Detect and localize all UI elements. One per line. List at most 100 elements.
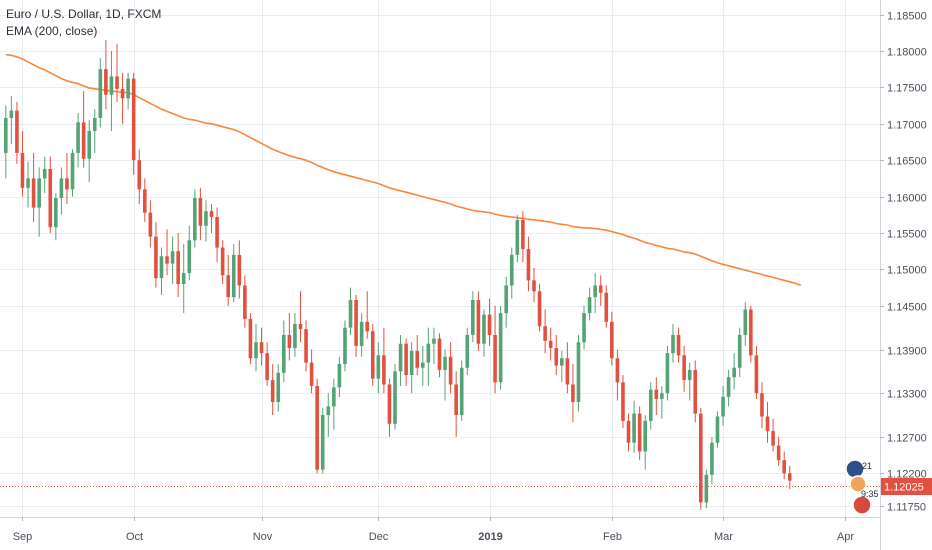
us-flag-event-icon[interactable] [852, 495, 872, 515]
candle-body [654, 389, 659, 400]
candle-body [343, 327, 347, 365]
candle-body [548, 340, 553, 349]
candle [554, 334, 559, 376]
candle [548, 327, 553, 361]
candle-body [65, 178, 69, 190]
candle-body [576, 342, 581, 402]
candle-body [209, 211, 214, 217]
candle-body [448, 356, 453, 385]
time-tick-label: Feb [603, 531, 622, 543]
economic-event-icon[interactable] [849, 475, 867, 493]
candle-body [760, 393, 764, 417]
candle-body [554, 348, 559, 366]
candle [699, 407, 703, 510]
indicator-title[interactable]: EMA (200, close) [6, 24, 98, 38]
candle [743, 302, 748, 346]
candle-body [282, 334, 286, 373]
candle-body [76, 122, 80, 153]
candle-body [626, 420, 631, 443]
candle-body [443, 356, 447, 370]
candle-body [326, 406, 331, 416]
candle [4, 105, 8, 179]
candle [654, 377, 659, 416]
candle [532, 267, 536, 303]
candle [660, 385, 664, 419]
candle [270, 364, 275, 416]
candle [176, 233, 180, 298]
candle-body [532, 280, 536, 292]
candle [537, 283, 542, 332]
candle [231, 243, 236, 303]
candle-body [632, 413, 636, 443]
candle-body [48, 168, 53, 228]
candle [337, 356, 342, 397]
candle-body [671, 334, 675, 354]
candle-body [26, 178, 30, 188]
candle-body [637, 413, 642, 452]
candle [254, 324, 258, 372]
candle [370, 324, 375, 386]
candle [42, 156, 47, 193]
candle-body [660, 393, 664, 400]
candle [393, 364, 397, 430]
candle [26, 161, 30, 208]
candle-body [471, 300, 475, 335]
candle [587, 287, 592, 321]
candle [59, 167, 64, 215]
price-tick-label: 1.14500 [887, 302, 927, 314]
candlestick-series [4, 40, 792, 510]
candle-body [4, 117, 8, 153]
candle [332, 378, 336, 430]
candle [204, 200, 208, 242]
candle-body [754, 355, 759, 394]
candle-body [304, 329, 308, 363]
candle-body [504, 285, 508, 314]
candle [343, 320, 347, 372]
candle-body [432, 338, 436, 344]
candle [243, 275, 247, 328]
price-tick-label: 1.18000 [887, 47, 927, 59]
candle [493, 305, 497, 394]
candle-body [365, 321, 369, 332]
candle [409, 342, 414, 394]
candle-body [765, 416, 770, 432]
price-tick-label: 1.16000 [887, 193, 927, 205]
candle [31, 152, 36, 223]
price-axis[interactable]: 1.18500 1.18000 1.17500 1.17000 1.16500 1.160… [880, 11, 927, 514]
candle-body [143, 189, 147, 213]
candle [193, 189, 197, 248]
ema-line [5, 53, 802, 287]
candle [676, 327, 681, 363]
candle-body [254, 342, 258, 359]
candle-body [320, 415, 325, 470]
candle [721, 385, 725, 426]
candle [704, 469, 709, 509]
time-axis[interactable]: Sep Oct Nov Dec 2019 Feb Mar Apr [13, 517, 855, 543]
candle-body [776, 445, 781, 461]
candle-body [598, 285, 603, 293]
candle [276, 364, 281, 412]
candle-body [493, 334, 497, 383]
candle-body [676, 334, 681, 356]
event-icons[interactable]: 21 9:35 [845, 459, 879, 515]
candle-body [393, 371, 397, 424]
candle [154, 222, 158, 288]
price-tick-label: 1.18500 [887, 11, 927, 23]
candle [298, 291, 303, 343]
candle-body [348, 300, 353, 328]
candle-body [421, 362, 425, 368]
candle [309, 349, 314, 394]
candle [348, 287, 353, 335]
candle-body [454, 384, 458, 416]
symbol-title[interactable]: Euro / U.S. Dollar, 1D, FXCM [6, 7, 162, 21]
candle [109, 50, 114, 132]
time-tick-label: Dec [369, 531, 389, 543]
candle-body [265, 353, 269, 381]
candle [715, 411, 720, 448]
candle [287, 313, 292, 361]
candle-body [243, 285, 247, 319]
candle-body [315, 385, 319, 470]
candle [604, 285, 609, 328]
candle [459, 360, 464, 421]
